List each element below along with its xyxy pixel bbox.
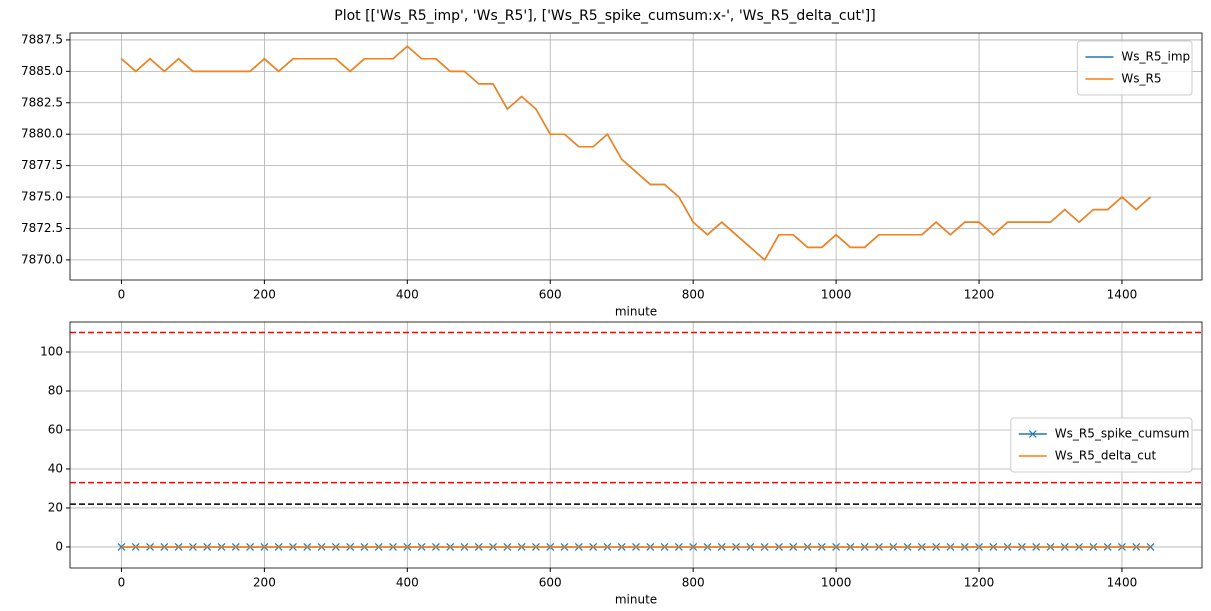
x-tick-label: 400 bbox=[396, 576, 419, 590]
x-tick-label: 0 bbox=[118, 576, 126, 590]
x-tick-label: 0 bbox=[118, 288, 126, 302]
x-tick-label: 1200 bbox=[964, 288, 995, 302]
y-tick-label: 0 bbox=[55, 539, 63, 553]
x-tick-label: 1000 bbox=[821, 288, 852, 302]
x-tick-label: 1000 bbox=[821, 576, 852, 590]
figure-title: Plot [['Ws_R5_imp', 'Ws_R5'], ['Ws_R5_sp… bbox=[334, 8, 875, 24]
x-tick-label: 1400 bbox=[1107, 576, 1138, 590]
y-tick-label: 7885.0 bbox=[21, 64, 63, 78]
y-tick-label: 20 bbox=[48, 500, 63, 514]
x-axis-label: minute bbox=[615, 305, 657, 319]
x-tick-label: 1200 bbox=[964, 576, 995, 590]
x-tick-label: 800 bbox=[682, 576, 705, 590]
x-tick-label: 1400 bbox=[1107, 288, 1138, 302]
x-tick-label: 200 bbox=[253, 288, 276, 302]
x-tick-label: 600 bbox=[539, 576, 562, 590]
y-tick-label: 7882.5 bbox=[21, 95, 63, 109]
legend-box bbox=[1076, 40, 1193, 96]
y-tick-label: 100 bbox=[40, 345, 63, 359]
plot-area bbox=[70, 331, 1202, 551]
legend-label: Ws_R5_delta_cut bbox=[1055, 449, 1157, 463]
x-axis-label: minute bbox=[615, 593, 657, 607]
legend-marker bbox=[1028, 430, 1037, 438]
y-tick-label: 80 bbox=[48, 384, 63, 398]
y-tick-label: 7880.0 bbox=[21, 127, 63, 141]
plot-area bbox=[120, 45, 1152, 262]
y-tick-label: 7887.5 bbox=[21, 32, 63, 46]
y-tick-label: 7877.5 bbox=[21, 158, 63, 172]
x-tick-label: 400 bbox=[396, 288, 419, 302]
y-tick-label: 60 bbox=[48, 422, 63, 436]
legend-box bbox=[1010, 417, 1193, 473]
axes-frame bbox=[69, 321, 1203, 569]
y-tick-label: 7870.0 bbox=[21, 252, 63, 266]
y-tick-label: 7875.0 bbox=[21, 190, 63, 204]
y-tick-label: 40 bbox=[48, 461, 63, 475]
series-line bbox=[120, 45, 1152, 262]
x-tick-label: 600 bbox=[539, 288, 562, 302]
y-tick-label: 7872.5 bbox=[21, 221, 63, 235]
legend-label: Ws_R5 bbox=[1121, 72, 1161, 86]
x-tick-label: 200 bbox=[253, 576, 276, 590]
x-tick-label: 800 bbox=[682, 288, 705, 302]
axes-frame bbox=[69, 32, 1203, 281]
legend-label: Ws_R5_spike_cumsum bbox=[1055, 427, 1190, 441]
series-line bbox=[120, 45, 1152, 262]
legend-label: Ws_R5_imp bbox=[1121, 50, 1190, 64]
